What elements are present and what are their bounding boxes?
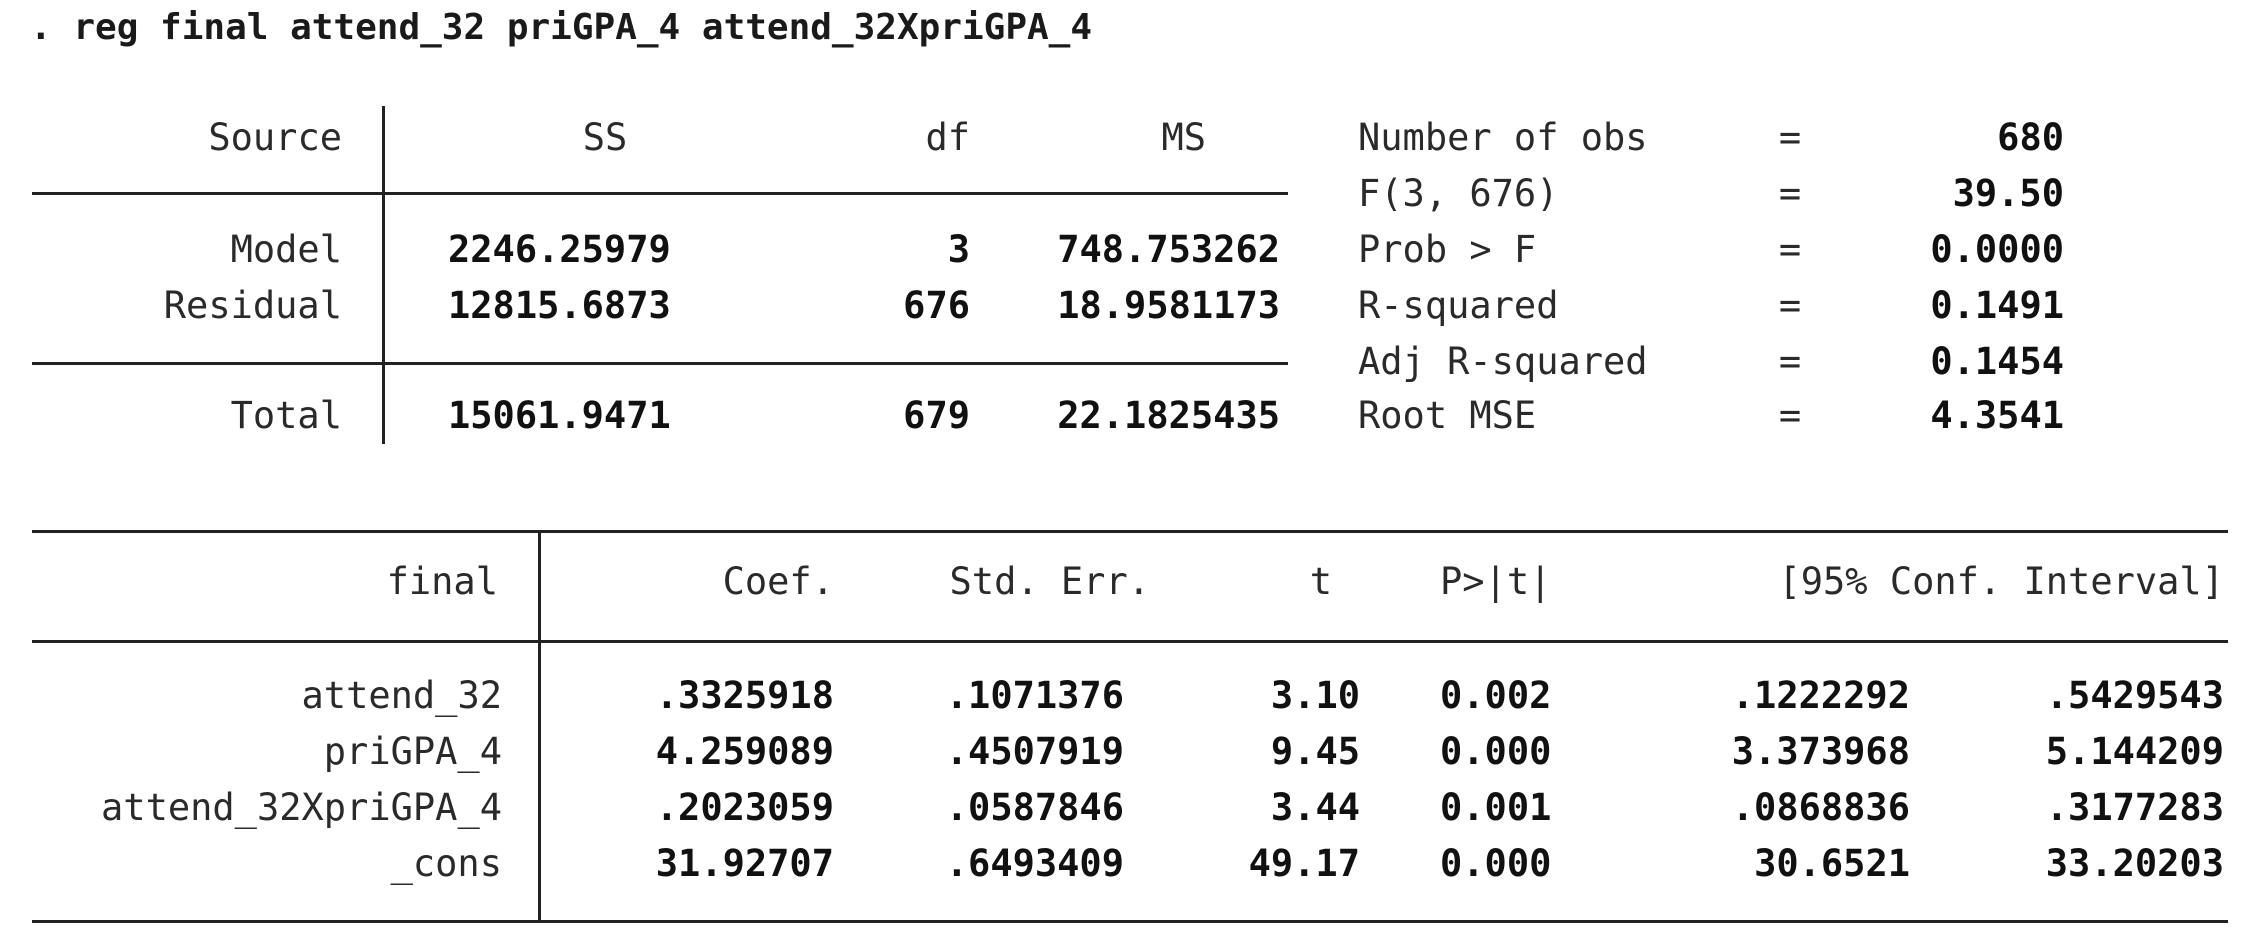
anova-header-ms: MS	[1161, 116, 1206, 159]
coef-ci-upper: .3177283	[2045, 786, 2224, 829]
coef-se-value: .0587846	[945, 786, 1124, 829]
stat-value: 0.1454	[1930, 340, 2064, 383]
coef-se-value: .4507919	[945, 730, 1124, 773]
coef-header-se: Std. Err.	[949, 560, 1150, 603]
coef-ci-upper: 5.144209	[2045, 730, 2224, 773]
coef-ci-lower: 30.6521	[1754, 842, 1910, 885]
coef-header-coef: Coef.	[722, 560, 834, 603]
coef-t-value: 3.44	[1270, 786, 1360, 829]
stat-value: 39.50	[1952, 172, 2064, 215]
stat-label: F(3, 676)	[1358, 172, 1559, 215]
anova-df-value: 679	[903, 394, 970, 437]
anova-df-value: 3	[947, 228, 970, 271]
coef-var-name: _cons	[390, 842, 502, 885]
stat-equals: =	[1778, 228, 1802, 271]
coef-p-value: 0.000	[1440, 730, 1552, 773]
coef-se-value: .1071376	[945, 674, 1124, 717]
anova-df-value: 676	[903, 284, 970, 327]
anova-ss-value: 15061.9471	[448, 394, 671, 437]
coef-value: 4.259089	[655, 730, 834, 773]
coef-p-value: 0.000	[1440, 842, 1552, 885]
stat-label: Prob > F	[1358, 228, 1537, 271]
coef-value: .3325918	[655, 674, 834, 717]
anova-header-df: df	[925, 116, 970, 159]
stat-equals: =	[1778, 116, 1802, 159]
coef-t-value: 3.10	[1270, 674, 1360, 717]
anova-ms-value: 22.1825435	[1057, 394, 1280, 437]
coef-p-value: 0.001	[1440, 786, 1552, 829]
coef-header-rule	[32, 640, 2228, 643]
coef-ci-lower: .0868836	[1731, 786, 1910, 829]
coef-ci-lower: 3.373968	[1731, 730, 1910, 773]
stat-label: Root MSE	[1358, 394, 1537, 437]
anova-header-source: Source	[208, 116, 342, 159]
coef-var-name: priGPA_4	[323, 730, 502, 773]
anova-ss-value: 2246.25979	[448, 228, 671, 271]
anova-ms-value: 748.753262	[1057, 228, 1280, 271]
stat-value: 0.0000	[1930, 228, 2064, 271]
anova-total-rule	[32, 362, 1288, 365]
anova-header-rule	[32, 192, 1288, 195]
coef-ci-upper: 33.20203	[2045, 842, 2224, 885]
coef-var-name: attend_32	[301, 674, 502, 717]
coef-column-rule	[538, 530, 541, 920]
stat-equals: =	[1778, 284, 1802, 327]
coef-header-var: final	[386, 560, 498, 603]
stat-equals: =	[1778, 340, 1802, 383]
coef-header-t: t	[1309, 560, 1332, 603]
coef-se-value: .6493409	[945, 842, 1124, 885]
coef-top-rule	[32, 530, 2228, 533]
coef-header-p: P>|t|	[1440, 560, 1552, 603]
coef-value: 31.92707	[655, 842, 834, 885]
anova-source-label: Model	[230, 228, 342, 271]
coef-ci-upper: .5429543	[2045, 674, 2224, 717]
stat-equals: =	[1778, 172, 1802, 215]
anova-ms-value: 18.9581173	[1057, 284, 1280, 327]
stat-equals: =	[1778, 394, 1802, 437]
coef-ci-lower: .1222292	[1731, 674, 1910, 717]
anova-header-ss: SS	[582, 116, 628, 159]
stat-value: 680	[1997, 116, 2064, 159]
anova-column-rule	[382, 106, 385, 444]
anova-source-label: Residual	[163, 284, 342, 327]
coef-p-value: 0.002	[1440, 674, 1552, 717]
anova-ss-value: 12815.6873	[448, 284, 671, 327]
stat-value: 4.3541	[1930, 394, 2064, 437]
coef-bottom-rule	[32, 920, 2228, 923]
command-line: . reg final attend_32 priGPA_4 attend_32…	[30, 7, 1093, 48]
stat-value: 0.1491	[1930, 284, 2064, 327]
stat-label: Number of obs	[1358, 116, 1648, 159]
stat-label: R-squared	[1358, 284, 1559, 327]
coef-t-value: 49.17	[1248, 842, 1360, 885]
stat-label: Adj R-squared	[1358, 340, 1648, 383]
coef-value: .2023059	[655, 786, 834, 829]
coef-var-name: attend_32XpriGPA_4	[101, 786, 502, 829]
coef-t-value: 9.45	[1270, 730, 1360, 773]
coef-header-ci: [95% Conf. Interval]	[1778, 560, 2224, 603]
anova-source-label: Total	[230, 394, 342, 437]
